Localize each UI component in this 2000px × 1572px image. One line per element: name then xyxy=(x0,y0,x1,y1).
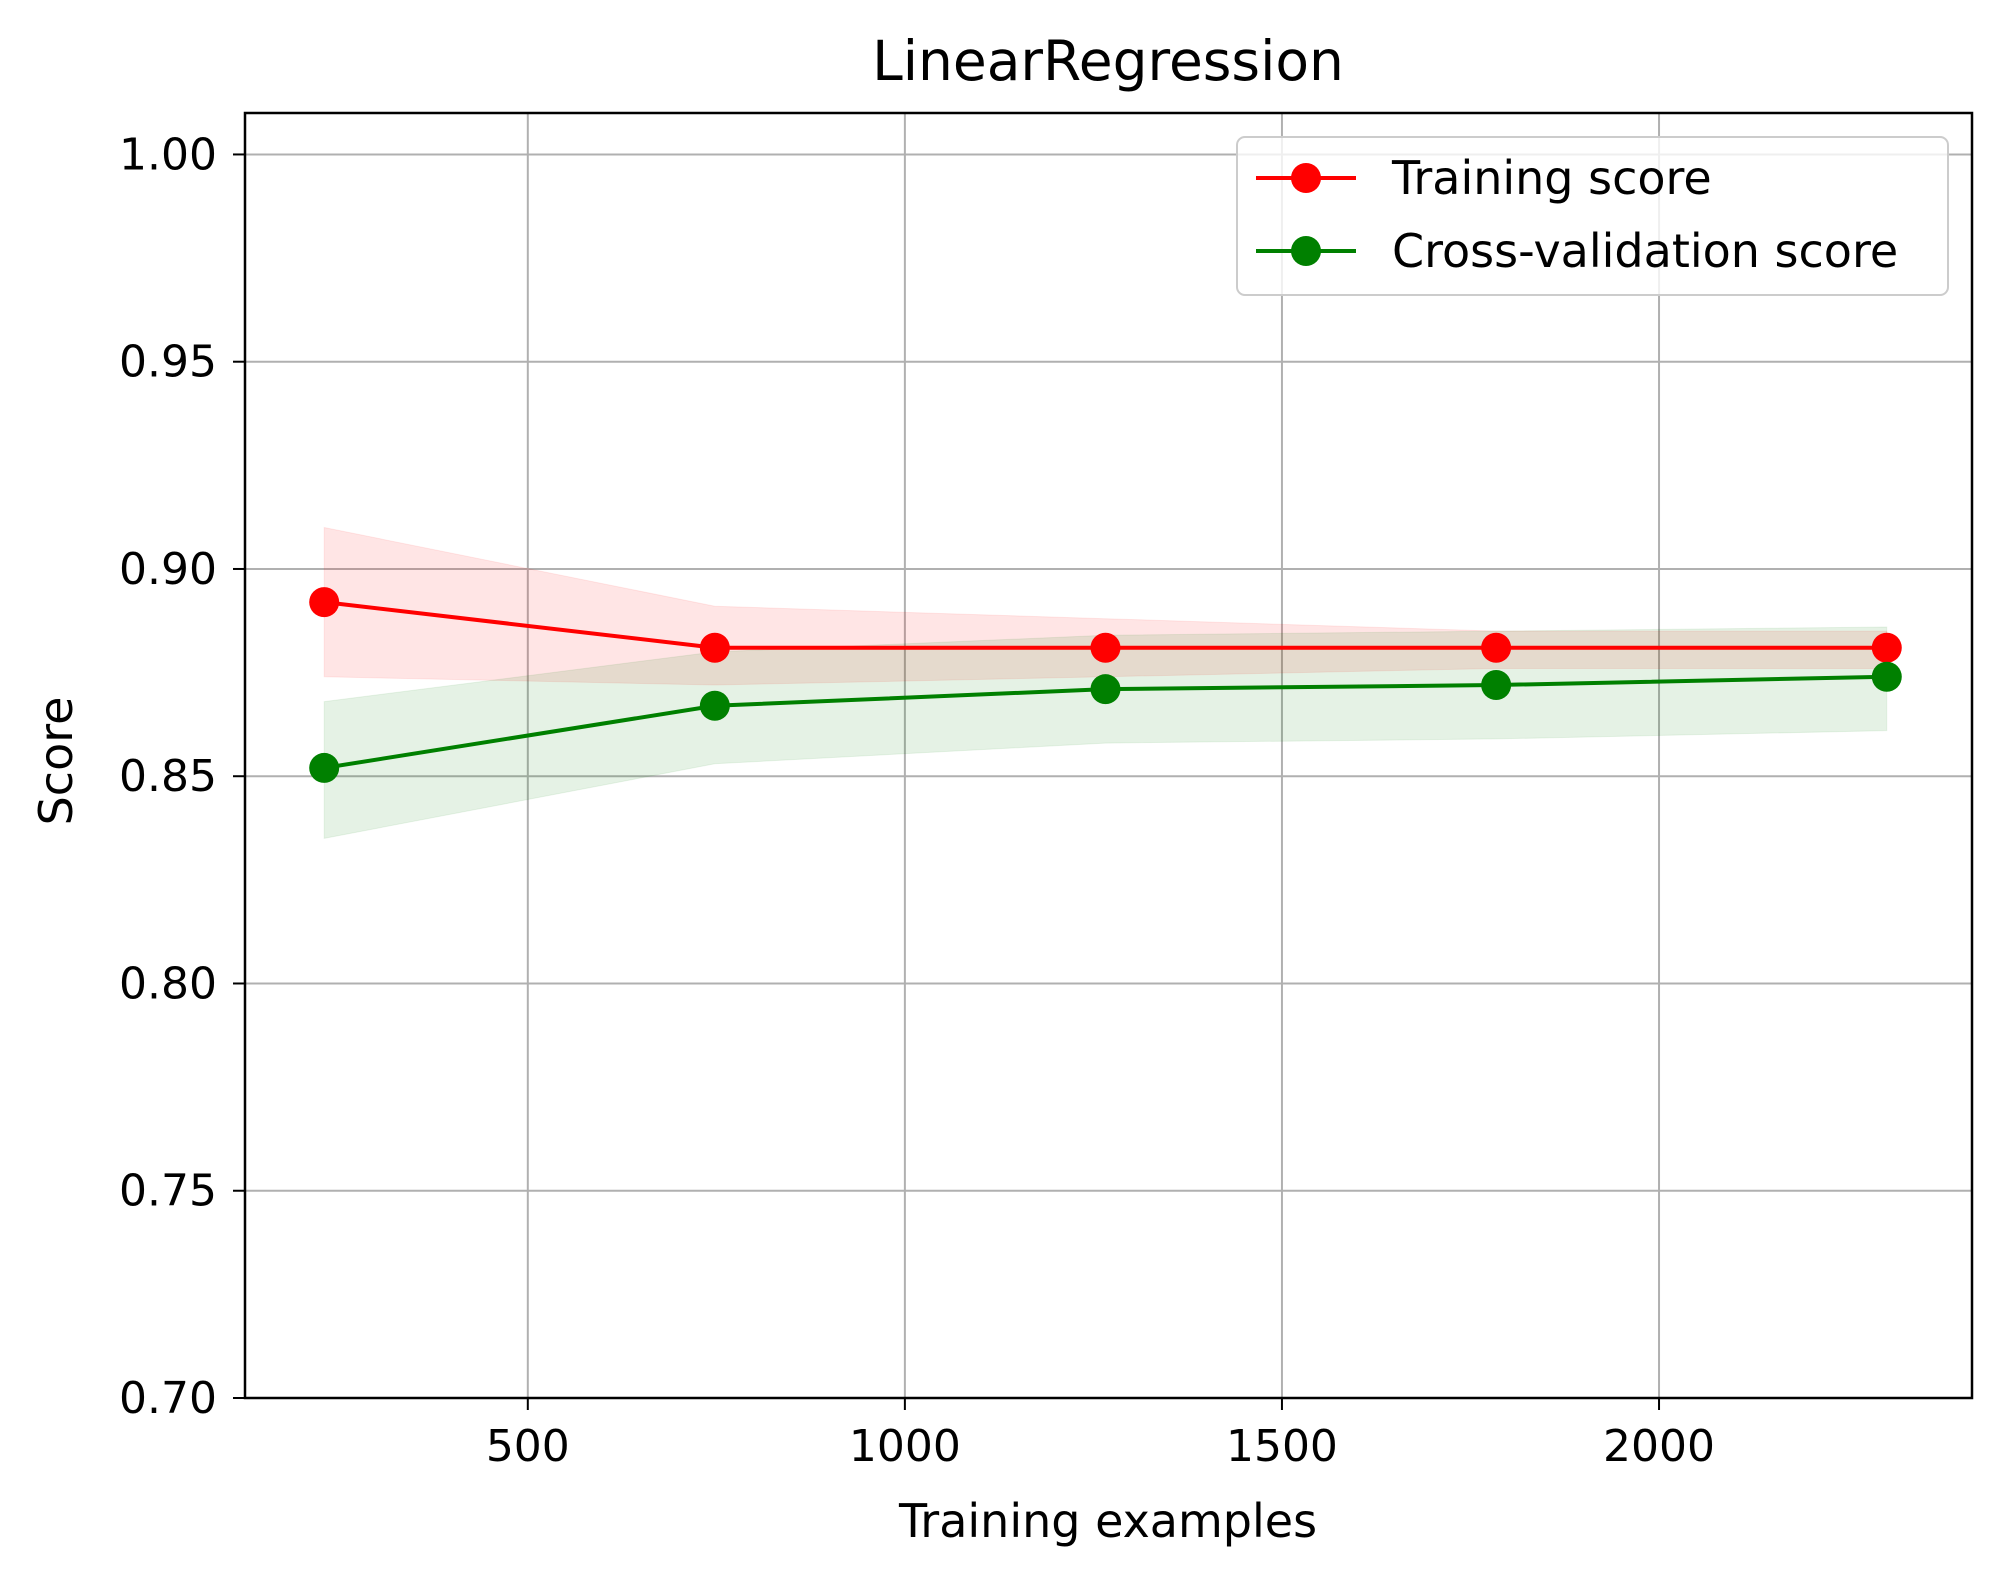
legend-training-marker xyxy=(1291,163,1321,193)
y-tick-label: 0.85 xyxy=(119,751,217,802)
y-tick-label: 0.95 xyxy=(119,337,217,388)
plot-area-frame xyxy=(243,111,1974,1400)
data-point-1 xyxy=(1090,674,1121,705)
legend-cv-label: Cross-validation score xyxy=(1392,224,1898,278)
legend: Training score Cross-validation score xyxy=(1236,136,1949,296)
x-tick-label: 2000 xyxy=(1603,1421,1715,1472)
y-tick-label: 1.00 xyxy=(119,129,217,180)
legend-training-label: Training score xyxy=(1391,151,1712,205)
y-axis-label: Score xyxy=(29,697,83,826)
data-point-0 xyxy=(309,587,340,618)
data-point-1 xyxy=(699,690,730,721)
y-tick-label: 0.80 xyxy=(119,958,217,1009)
x-axis-ticks: 500 1000 1500 2000 xyxy=(486,1398,1715,1472)
y-axis-ticks: 0.70 0.75 0.80 0.85 0.90 0.95 1.00 xyxy=(119,129,245,1424)
y-tick-label: 0.70 xyxy=(119,1373,217,1424)
data-point-1 xyxy=(309,752,340,783)
data-point-0 xyxy=(1871,632,1902,663)
data-point-1 xyxy=(1871,661,1902,692)
data-point-0 xyxy=(1090,632,1121,663)
legend-box xyxy=(1236,136,1949,296)
data-point-0 xyxy=(1481,632,1512,663)
chart-title: LinearRegression xyxy=(872,29,1344,93)
legend-cv-marker xyxy=(1291,236,1321,266)
x-tick-label: 500 xyxy=(486,1421,570,1472)
data-point-0 xyxy=(699,632,730,663)
x-tick-label: 1500 xyxy=(1226,1421,1338,1472)
y-tick-label: 0.90 xyxy=(119,544,217,595)
y-tick-label: 0.75 xyxy=(119,1166,217,1217)
data-point-1 xyxy=(1481,670,1512,701)
x-axis-label: Training examples xyxy=(898,1494,1317,1548)
x-tick-label: 1000 xyxy=(849,1421,961,1472)
series-points xyxy=(309,587,1902,783)
